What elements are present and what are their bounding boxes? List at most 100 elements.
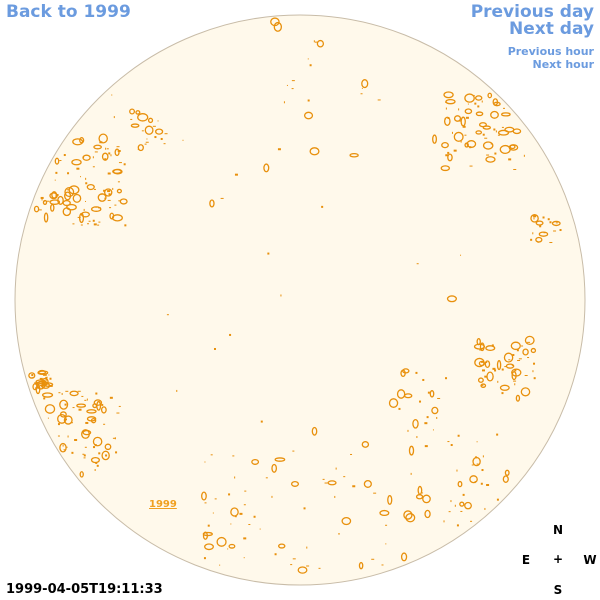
solar-feature-contour <box>485 361 488 363</box>
solar-feature-contour <box>101 450 110 461</box>
solar-feature-contour <box>481 469 484 472</box>
solar-feature-contour <box>86 398 88 401</box>
solar-feature-contour <box>40 196 44 199</box>
solar-feature-contour <box>361 87 363 89</box>
solar-feature-contour <box>437 397 441 399</box>
solar-feature-contour <box>518 358 522 360</box>
solar-feature-contour <box>137 144 144 152</box>
solar-feature-contour <box>496 104 499 106</box>
solar-feature-contour <box>61 392 63 395</box>
solar-feature-contour <box>81 395 84 397</box>
solar-feature-contour <box>532 232 534 235</box>
solar-feature-contour <box>527 341 531 343</box>
solar-feature-contour <box>113 116 115 119</box>
solar-feature-contour <box>92 166 95 168</box>
solar-feature-contour <box>97 193 107 202</box>
solar-feature-contour <box>71 451 74 454</box>
solar-feature-contour <box>303 111 314 120</box>
solar-feature-contour <box>107 199 111 201</box>
solar-feature-contour <box>83 454 86 457</box>
solar-feature-contour <box>492 367 496 370</box>
solar-feature-contour <box>104 188 113 197</box>
solar-feature-contour <box>424 422 428 425</box>
solar-feature-contour <box>85 177 87 180</box>
solar-feature-contour <box>462 493 465 496</box>
solar-feature-contour <box>482 133 485 136</box>
solar-feature-contour <box>361 441 370 448</box>
year-marker-link[interactable]: 1999 <box>149 499 177 510</box>
solar-feature-contour <box>520 387 531 397</box>
solar-feature-contour <box>501 368 504 371</box>
solar-feature-contour <box>86 409 97 414</box>
solar-feature-contour <box>49 199 61 205</box>
next-day-link[interactable]: Next day <box>509 19 594 39</box>
solar-feature-contour <box>67 435 69 438</box>
previous-hour-link[interactable]: Previous hour <box>507 45 594 58</box>
solar-feature-contour <box>210 454 213 456</box>
solar-feature-contour <box>147 117 154 124</box>
solar-feature-contour <box>116 412 120 414</box>
solar-feature-contour <box>480 482 483 485</box>
solar-feature-contour <box>530 238 533 241</box>
solar-feature-contour <box>524 335 535 346</box>
back-to-year-link[interactable]: Back to 1999 <box>6 2 131 22</box>
solar-feature-contour <box>62 444 64 447</box>
solar-feature-contour <box>77 390 81 392</box>
solar-feature-contour <box>209 199 215 208</box>
solar-feature-contour <box>93 223 97 226</box>
solar-feature-contour <box>57 195 64 205</box>
solar-feature-contour <box>373 492 377 494</box>
solar-feature-contour <box>77 216 81 218</box>
solar-feature-contour <box>476 441 478 443</box>
solar-feature-contour <box>388 398 399 408</box>
solar-feature-contour <box>283 101 285 104</box>
solar-feature-contour <box>429 390 435 398</box>
solar-feature-contour <box>535 220 544 226</box>
solar-feature-contour <box>535 236 543 243</box>
next-hour-link[interactable]: Next hour <box>532 58 595 71</box>
solar-feature-contour <box>144 143 147 145</box>
solar-feature-contour <box>76 403 87 408</box>
solar-feature-contour <box>451 131 453 134</box>
solar-feature-contour <box>464 134 467 136</box>
solar-feature-contour <box>204 543 214 551</box>
solar-feature-contour <box>63 154 66 157</box>
solar-feature-contour <box>93 188 96 190</box>
solar-feature-contour <box>416 263 419 265</box>
solar-feature-contour <box>469 146 472 149</box>
solar-feature-contour <box>274 457 286 462</box>
solar-feature-contour <box>144 125 154 135</box>
solar-feature-contour <box>487 92 493 99</box>
solar-feature-contour <box>496 360 502 371</box>
solar-feature-contour <box>63 415 73 425</box>
solar-feature-contour <box>137 113 149 122</box>
solar-feature-contour <box>103 423 106 425</box>
solar-feature-contour <box>363 479 372 488</box>
solar-feature-contour <box>243 504 246 506</box>
solar-feature-contour <box>474 102 477 105</box>
solar-feature-contour <box>107 190 111 193</box>
solar-feature-contour <box>114 204 117 206</box>
solar-feature-contour <box>417 485 423 495</box>
solar-feature-contour <box>112 168 123 175</box>
solar-feature-contour <box>166 314 169 316</box>
solar-feature-contour <box>482 125 492 130</box>
solar-feature-contour <box>494 369 497 372</box>
previous-day-link[interactable]: Previous day <box>470 2 594 22</box>
solar-feature-contour <box>476 463 479 465</box>
solar-feature-contour <box>108 152 111 155</box>
solar-feature-contour <box>59 160 62 162</box>
solar-feature-contour <box>112 437 116 439</box>
solar-feature-contour <box>58 392 61 394</box>
solar-feature-contour <box>164 133 168 135</box>
solar-feature-contour <box>93 446 96 449</box>
solar-feature-contour <box>36 380 49 387</box>
solar-feature-contour <box>501 126 504 128</box>
solar-feature-contour <box>111 94 113 96</box>
solar-feature-contour <box>517 359 521 361</box>
solar-feature-contour <box>549 221 552 224</box>
solar-feature-contour <box>350 453 353 455</box>
solar-feature-contour <box>202 531 208 540</box>
solar-feature-contour <box>97 224 100 226</box>
solar-feature-contour <box>271 495 273 498</box>
